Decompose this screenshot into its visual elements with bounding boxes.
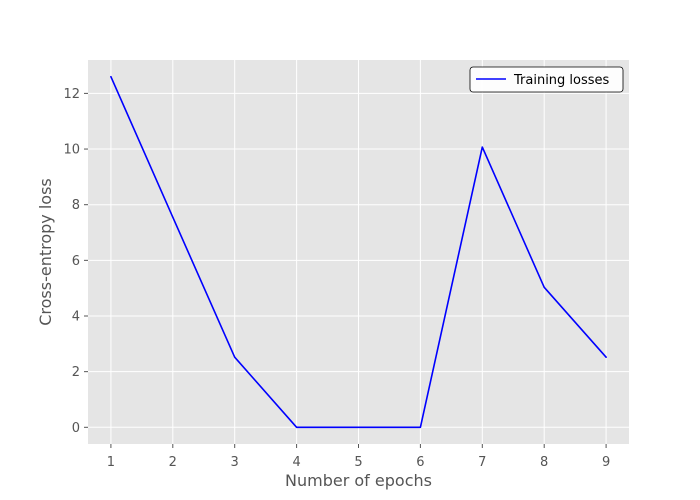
x-axis-title: Number of epochs — [285, 471, 432, 490]
x-tick-label: 9 — [602, 455, 610, 470]
x-tick-label: 2 — [169, 455, 177, 470]
x-tick-label: 3 — [231, 455, 239, 470]
y-tick-label: 6 — [72, 254, 80, 269]
legend-label: Training losses — [513, 73, 610, 88]
y-tick-label: 4 — [72, 310, 80, 325]
series-layer — [110, 75, 607, 429]
x-tick-label: 6 — [416, 455, 424, 470]
series-line-training-losses — [110, 75, 607, 429]
y-tick-label: 10 — [63, 143, 80, 158]
legend: Training losses — [469, 66, 624, 93]
y-tick-label: 2 — [72, 365, 80, 380]
y-tick-label: 8 — [72, 198, 80, 213]
legend-box — [469, 66, 624, 93]
x-tick-label: 7 — [478, 455, 486, 470]
y-axis-title: Cross-entropy loss — [36, 178, 55, 326]
x-tick-label: 8 — [540, 455, 548, 470]
x-tick-label: 5 — [354, 455, 362, 470]
y-axis-ticks: 0 2 4 6 8 10 12 — [63, 87, 88, 436]
y-tick-label: 12 — [63, 87, 80, 102]
x-tick-label: 4 — [292, 455, 300, 470]
x-axis-ticks: 1 2 3 4 5 6 7 8 9 — [107, 444, 610, 470]
x-tick-label: 1 — [107, 455, 115, 470]
y-tick-label: 0 — [72, 421, 80, 436]
